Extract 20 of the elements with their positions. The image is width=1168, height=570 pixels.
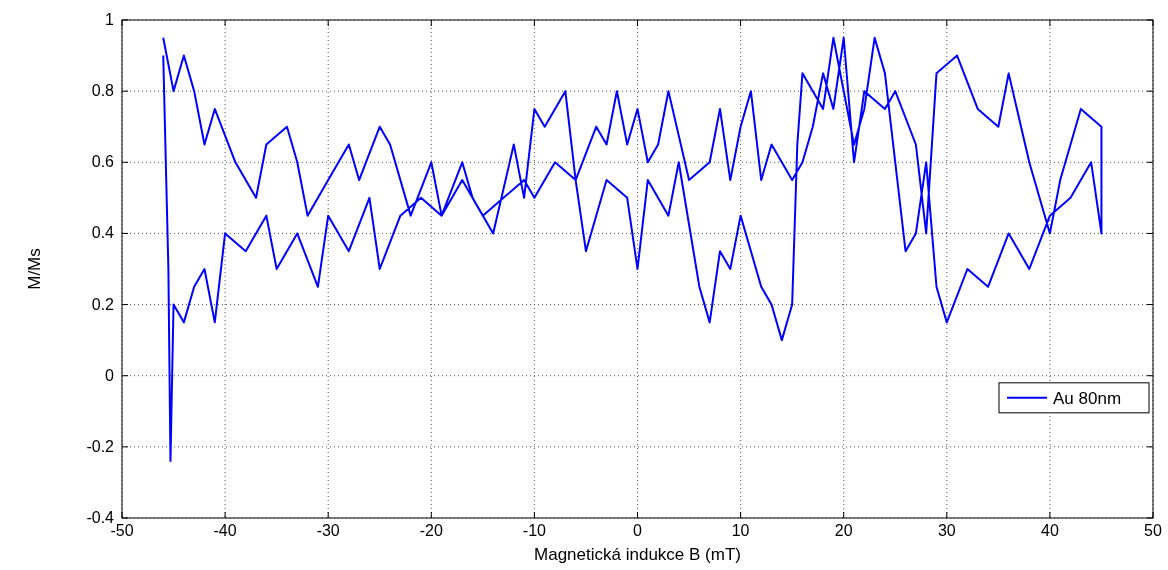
x-tick-label: 30	[937, 522, 956, 539]
x-tick-label: -30	[316, 522, 340, 539]
x-tick-label: -10	[522, 522, 547, 539]
x-tick-label: 20	[834, 522, 853, 539]
y-tick-label: 1	[105, 11, 115, 28]
legend-label: Au 80nm	[1053, 388, 1122, 408]
y-tick-label: 0.2	[91, 295, 115, 313]
y-tick-label: 0.6	[91, 153, 115, 171]
y-axis-title: M/Ms	[25, 248, 44, 290]
y-tick-label: 0.8	[91, 82, 115, 100]
x-tick-label: 50	[1144, 522, 1162, 539]
x-axis-title: Magnetická indukce B (mT)	[534, 545, 741, 564]
y-tick-label: 0.4	[91, 224, 115, 242]
x-tick-label: -40	[213, 522, 237, 539]
y-tick-label: 0	[105, 366, 115, 384]
x-tick-label: 0	[633, 522, 643, 539]
x-tick-label: -20	[419, 522, 443, 539]
x-tick-label: 10	[731, 522, 750, 539]
y-tick-label: -0.2	[86, 437, 115, 455]
x-tick-label: 40	[1041, 522, 1059, 539]
